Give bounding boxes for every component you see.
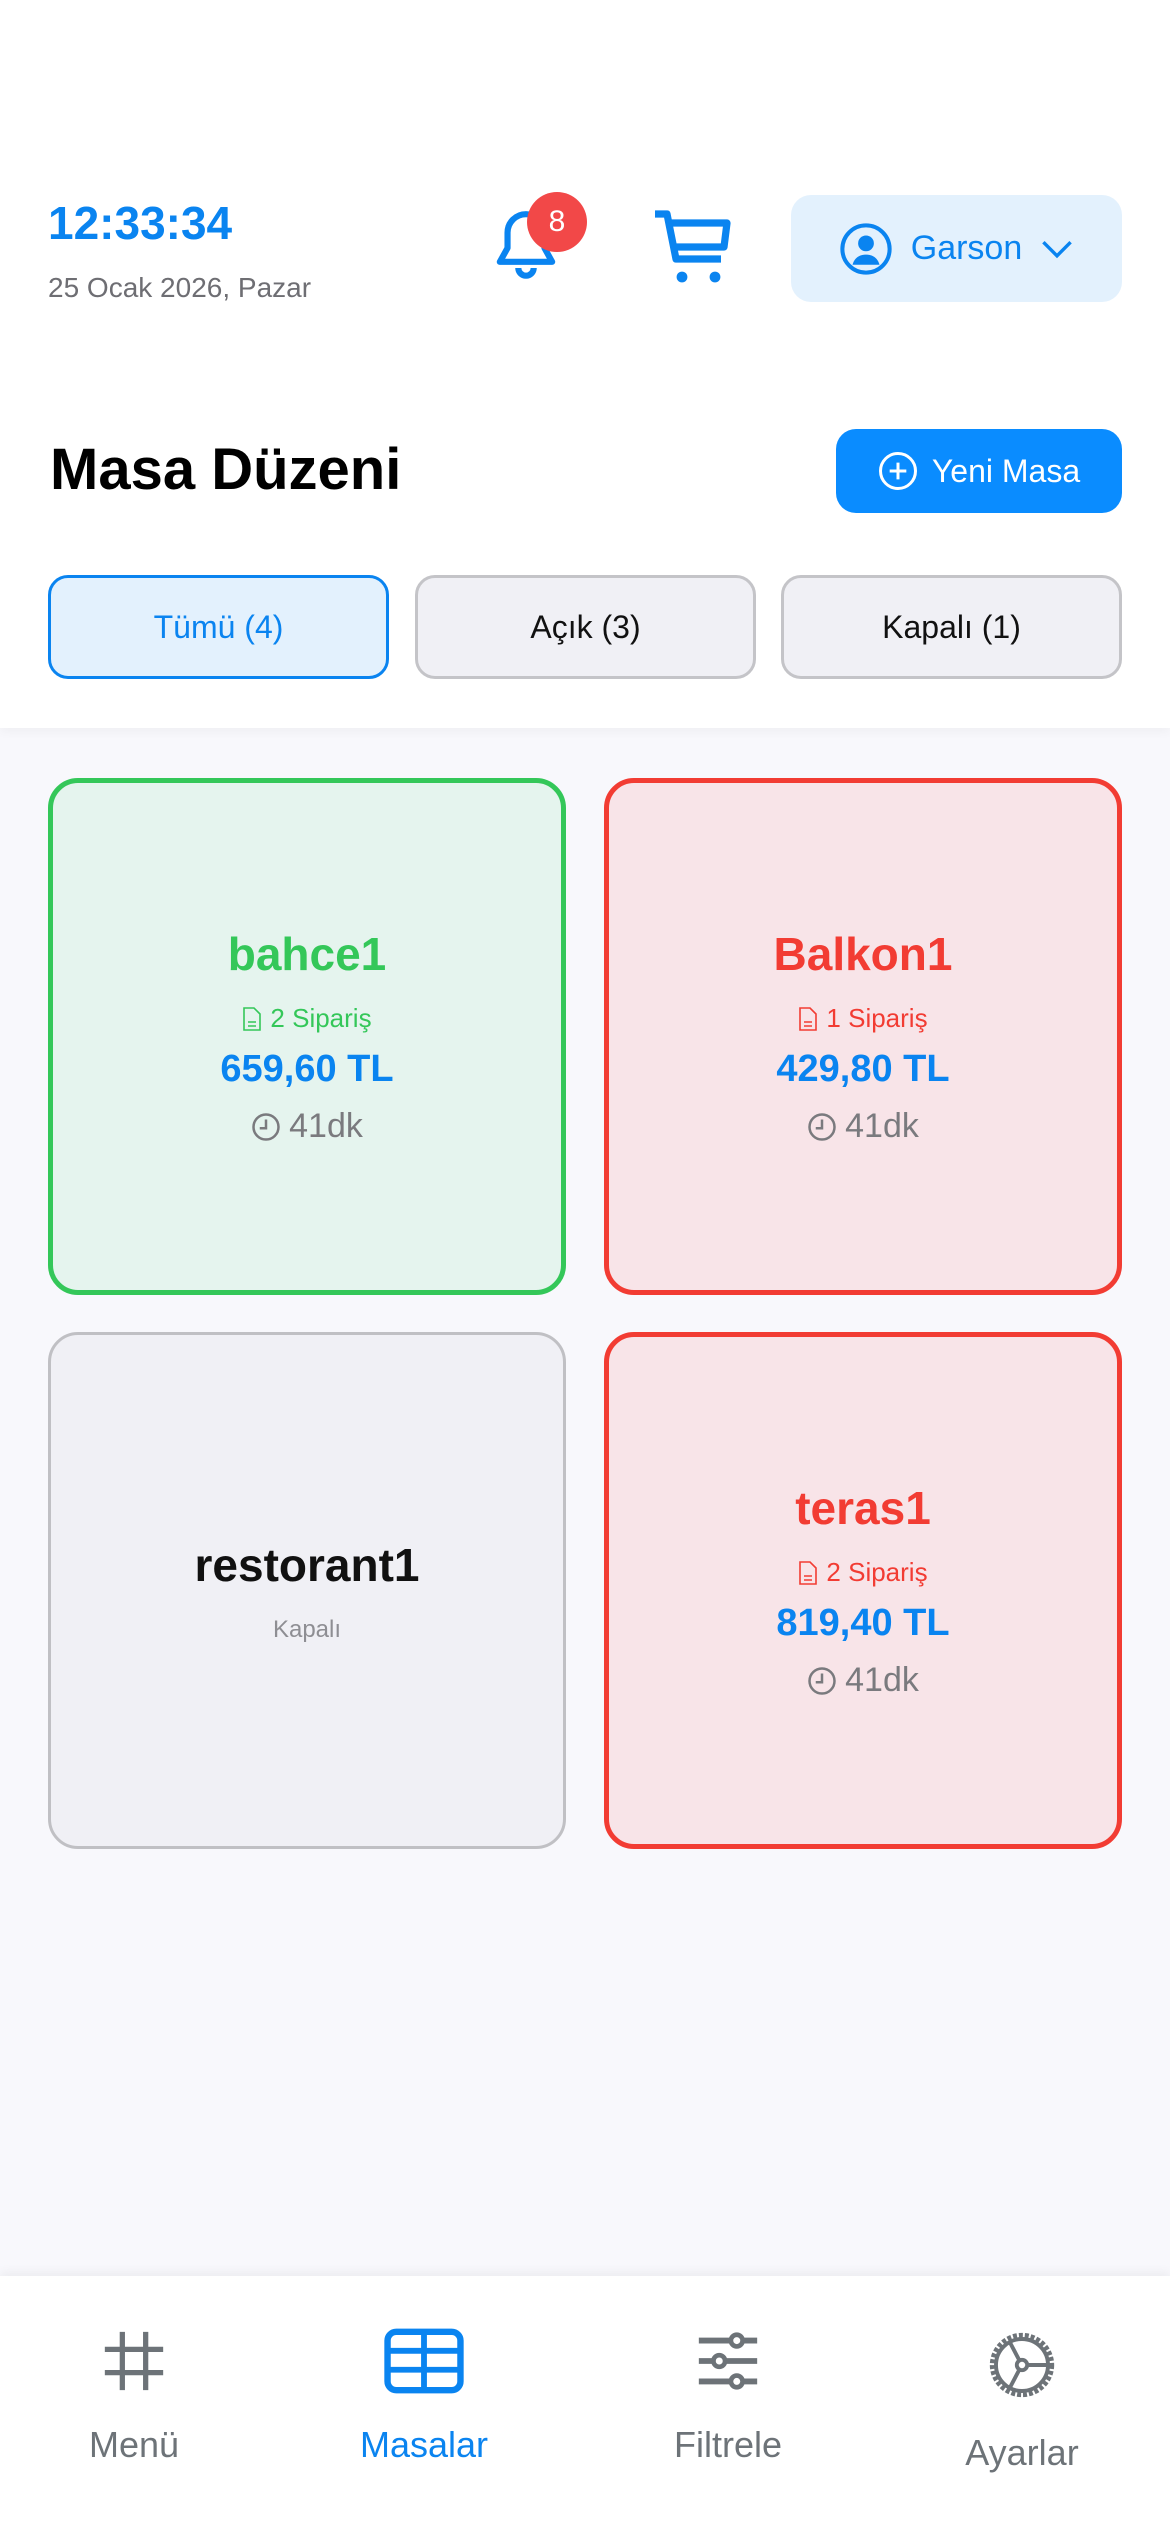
table-name: bahce1 — [227, 928, 387, 980]
tab-ayarlar[interactable]: Ayarlar — [922, 2326, 1122, 2474]
tab-filtrele[interactable]: Filtrele — [628, 2326, 828, 2466]
bottom-tab-bar: Menü Masalar Filtrele Ayarlar — [0, 2276, 1170, 2532]
user-icon — [840, 222, 892, 275]
table-card-bahce1[interactable]: bahce1 2 Sipariş 659,60 TL 41dk — [48, 778, 566, 1295]
document-icon — [799, 1006, 818, 1031]
gear-icon — [989, 2332, 1055, 2398]
new-table-button[interactable]: Yeni Masa — [836, 429, 1122, 513]
date: 25 Ocak 2026, Pazar — [48, 272, 312, 303]
table-icon — [384, 2328, 464, 2394]
table-card-restorant1[interactable]: restorant1 Kapalı — [48, 1332, 566, 1849]
hash-icon — [104, 2331, 164, 2391]
user-menu-button[interactable]: Garson — [791, 195, 1122, 302]
document-icon — [243, 1006, 262, 1031]
user-label: Garson — [910, 229, 1023, 267]
table-card-teras1[interactable]: teras1 2 Sipariş 819,40 TL 41dk — [604, 1332, 1122, 1849]
table-status: Kapalı — [272, 1615, 342, 1643]
tab-label: Menü — [88, 2424, 180, 2465]
page-title: Masa Düzeni — [50, 437, 402, 502]
sliders-icon — [698, 2332, 758, 2390]
new-table-label: Yeni Masa — [931, 452, 1081, 489]
order-count: 2 Sipariş — [270, 1003, 372, 1033]
table-name: teras1 — [795, 1482, 931, 1534]
clock-icon — [808, 1112, 836, 1141]
plus-circle-icon — [878, 452, 917, 490]
cart-icon[interactable] — [652, 208, 736, 286]
filter-tab-all[interactable]: Tümü (4) — [48, 575, 389, 679]
filter-tab-open[interactable]: Açık (3) — [415, 575, 756, 679]
table-name: restorant1 — [194, 1538, 420, 1591]
table-total: 819,40 TL — [776, 1602, 950, 1644]
tab-masalar[interactable]: Masalar — [324, 2326, 524, 2466]
elapsed-time: 41dk — [845, 1107, 919, 1145]
table-card-balkon1[interactable]: Balkon1 1 Sipariş 429,80 TL 41dk — [604, 778, 1122, 1295]
clock-icon — [808, 1666, 836, 1695]
chevron-down-icon — [1042, 240, 1073, 258]
tab-label: Masalar — [359, 2424, 489, 2465]
table-total: 659,60 TL — [220, 1048, 394, 1090]
table-total: 429,80 TL — [776, 1048, 950, 1090]
elapsed-time: 41dk — [845, 1661, 919, 1699]
notification-badge: 8 — [527, 192, 587, 252]
clock-icon — [252, 1112, 280, 1141]
filter-tab-closed[interactable]: Kapalı (1) — [781, 575, 1122, 679]
order-count: 2 Sipariş — [826, 1557, 928, 1587]
clock: 12:33:34 — [48, 197, 233, 249]
elapsed-time: 41dk — [289, 1107, 363, 1145]
header: 12:33:34 25 Ocak 2026, Pazar 8 Garson Ma… — [0, 0, 1170, 728]
tab-label: Filtrele — [673, 2424, 783, 2465]
tab-menu[interactable]: Menü — [34, 2326, 234, 2466]
order-count: 1 Sipariş — [826, 1003, 928, 1033]
table-name: Balkon1 — [773, 928, 953, 980]
document-icon — [799, 1560, 818, 1585]
tab-label: Ayarlar — [965, 2432, 1079, 2473]
